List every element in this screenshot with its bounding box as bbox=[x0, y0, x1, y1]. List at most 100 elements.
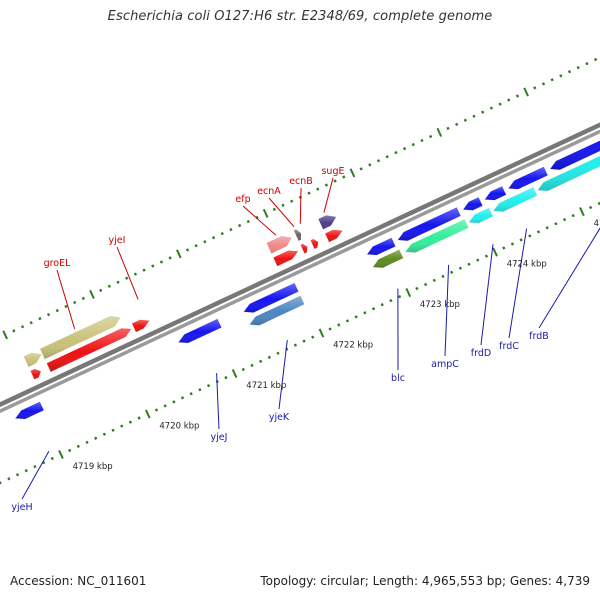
scale-label: 4720 kbp bbox=[159, 421, 199, 431]
minor-tick bbox=[302, 339, 306, 343]
minor-tick bbox=[389, 299, 393, 303]
yjeJ-label: yjeJ bbox=[211, 432, 228, 443]
minor-tick bbox=[237, 223, 242, 228]
efp-feature-shade bbox=[266, 235, 293, 254]
minor-tick bbox=[476, 258, 480, 262]
minor-tick bbox=[272, 207, 276, 211]
minor-tick bbox=[484, 254, 489, 258]
minor-tick bbox=[259, 359, 263, 364]
minor-tick bbox=[354, 315, 358, 319]
yjeI-leader bbox=[116, 246, 139, 300]
minor-tick bbox=[502, 246, 506, 250]
scale-label: 4722 kbp bbox=[333, 341, 373, 351]
major-tick bbox=[262, 208, 269, 218]
frdD-leader bbox=[480, 244, 494, 346]
minor-tick bbox=[128, 420, 133, 424]
yjeK-leader bbox=[278, 340, 288, 410]
scale-label: 4721 kbp bbox=[246, 381, 286, 391]
minor-tick bbox=[125, 276, 129, 280]
major-tick bbox=[436, 127, 443, 137]
minor-tick bbox=[229, 227, 233, 232]
minor-tick bbox=[567, 70, 572, 74]
minor-tick bbox=[7, 477, 11, 481]
minor-tick bbox=[159, 260, 164, 264]
yjeH-feature-shade bbox=[14, 401, 45, 420]
ecnA-leader bbox=[268, 197, 295, 228]
minor-tick bbox=[420, 138, 424, 143]
yjeK-label: yjeK bbox=[269, 412, 290, 423]
minor-tick bbox=[394, 151, 398, 155]
minor-tick bbox=[151, 264, 155, 268]
minor-tick bbox=[363, 311, 367, 315]
reverse-feature-shade bbox=[366, 237, 396, 256]
minor-tick bbox=[519, 238, 523, 242]
minor-tick bbox=[481, 110, 485, 114]
genome-summary: Topology: circular; Length: 4,965,553 bp… bbox=[260, 574, 590, 588]
minor-tick bbox=[185, 248, 190, 252]
minor-tick bbox=[528, 234, 532, 238]
ecnA-label: ecnA bbox=[257, 186, 281, 197]
frdD-feature-shade bbox=[468, 207, 494, 224]
frdB-feature-shade bbox=[537, 155, 600, 192]
minor-tick bbox=[189, 392, 193, 396]
accession-label: Accession: NC_011601 bbox=[10, 574, 147, 588]
scale-label: 4719 kbp bbox=[73, 462, 113, 472]
backbone bbox=[0, 122, 600, 414]
frdC-feature-shade bbox=[493, 186, 538, 212]
major-tick bbox=[349, 168, 356, 178]
minor-tick bbox=[142, 268, 146, 272]
minor-tick bbox=[371, 307, 376, 311]
major-tick bbox=[89, 289, 95, 299]
minor-tick bbox=[168, 256, 172, 260]
minor-tick bbox=[562, 218, 567, 222]
minor-tick bbox=[324, 183, 329, 187]
frdC-leader bbox=[508, 228, 528, 339]
minor-tick bbox=[450, 270, 454, 274]
minor-tick bbox=[446, 126, 450, 131]
minor-tick bbox=[368, 163, 372, 167]
minor-tick bbox=[206, 384, 211, 388]
forward-feature-shade bbox=[310, 238, 319, 250]
major-tick bbox=[2, 330, 8, 340]
sugE-label: sugE bbox=[321, 166, 344, 177]
minor-tick bbox=[515, 94, 520, 98]
minor-tick bbox=[180, 396, 185, 400]
minor-tick bbox=[29, 321, 33, 325]
major-tick bbox=[58, 449, 64, 459]
minor-tick bbox=[73, 300, 77, 305]
minor-tick bbox=[458, 266, 462, 270]
minor-tick bbox=[380, 303, 384, 307]
feature-track bbox=[14, 139, 600, 420]
forward-feature-shade bbox=[324, 229, 344, 243]
minor-tick bbox=[536, 230, 541, 234]
minor-tick bbox=[342, 175, 346, 179]
minor-tick bbox=[559, 74, 563, 78]
minor-tick bbox=[432, 278, 436, 283]
minor-tick bbox=[415, 286, 419, 291]
minor-tick bbox=[571, 213, 575, 218]
major-tick bbox=[523, 87, 529, 97]
yjeH-leader bbox=[21, 451, 50, 500]
minor-tick bbox=[463, 118, 467, 122]
minor-tick bbox=[137, 416, 141, 420]
major-tick bbox=[318, 328, 325, 338]
minor-tick bbox=[290, 199, 294, 203]
groEL-leader bbox=[56, 269, 76, 330]
backbone-line bbox=[0, 122, 600, 408]
major-tick bbox=[405, 288, 412, 298]
minor-tick bbox=[316, 187, 320, 191]
minor-tick bbox=[194, 244, 198, 248]
minor-tick bbox=[359, 167, 363, 171]
minor-tick bbox=[224, 375, 228, 380]
minor-tick bbox=[585, 61, 589, 66]
minor-tick bbox=[345, 319, 350, 323]
minor-tick bbox=[46, 312, 51, 317]
ecnB-feature-shade bbox=[300, 243, 308, 254]
minor-tick bbox=[467, 262, 471, 266]
minor-tick bbox=[50, 456, 54, 461]
minor-tick bbox=[455, 122, 459, 126]
minor-tick bbox=[472, 114, 476, 118]
minor-tick bbox=[220, 232, 224, 236]
yjeH-label: yjeH bbox=[11, 502, 32, 513]
minor-tick bbox=[489, 106, 494, 110]
